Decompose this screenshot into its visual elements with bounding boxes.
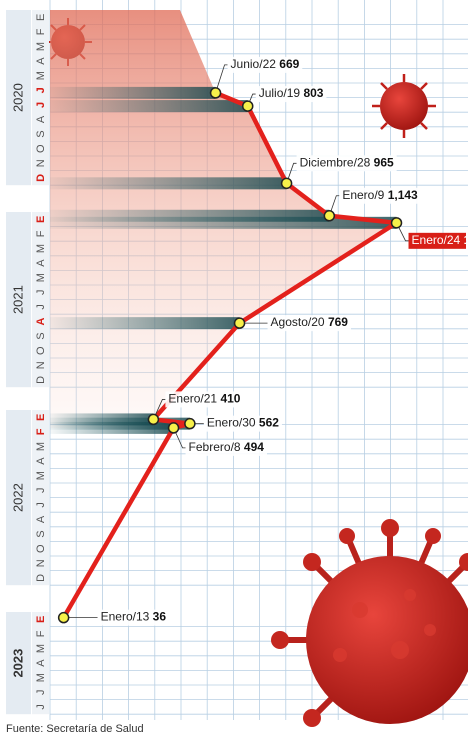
point-label: Febrero/8 494	[189, 440, 265, 454]
chart: 2020EFMAMJJASOND2021EFMAMJJASOND2022EFMA…	[0, 0, 468, 738]
month-label: F	[35, 630, 47, 637]
point	[243, 101, 253, 111]
month-label: N	[35, 361, 47, 369]
point	[185, 419, 195, 429]
time-axis: 2020EFMAMJJASOND2021EFMAMJJASOND2022EFMA…	[6, 10, 49, 714]
month-label: J	[35, 704, 47, 710]
value-label: 1,143	[388, 188, 418, 202]
point-label: Diciembre/28 965	[300, 155, 394, 169]
point-label: Agosto/20 769	[271, 315, 349, 329]
point	[235, 318, 245, 328]
point-date: Febrero/8	[189, 440, 241, 454]
value-label: 803	[303, 86, 323, 100]
point-date: Enero/21	[168, 392, 217, 406]
point-label: Julio/19 803	[259, 86, 324, 100]
month-label: E	[35, 216, 47, 223]
point-date: Julio/19	[259, 86, 301, 100]
point	[148, 414, 158, 424]
point-label: Enero/30 562	[207, 416, 279, 430]
month-label: O	[35, 544, 47, 553]
month-label: M	[35, 71, 47, 80]
month-label: M	[35, 673, 47, 682]
month-label: A	[35, 259, 47, 267]
month-label: D	[35, 174, 47, 182]
glow-bar	[50, 87, 216, 99]
value-label: 965	[374, 155, 394, 169]
point-date: Enero/9	[342, 188, 384, 202]
month-label: F	[35, 28, 47, 35]
month-label: M	[35, 442, 47, 451]
point	[169, 423, 179, 433]
month-label: E	[35, 14, 47, 21]
month-label: J	[35, 87, 47, 93]
value-label: 769	[328, 315, 348, 329]
glow-bar	[50, 177, 287, 189]
point-label: Enero/9 1,143	[342, 188, 418, 202]
point-date: Diciembre/28	[300, 155, 371, 169]
point	[324, 211, 334, 221]
month-label: N	[35, 159, 47, 167]
value-label: 494	[244, 440, 264, 454]
year-label: 2023	[10, 649, 25, 678]
month-label: E	[35, 616, 47, 623]
month-label: J	[35, 502, 47, 508]
point-label: Enero/21 410	[168, 392, 240, 406]
value-label: 562	[259, 416, 279, 430]
month-label: D	[35, 376, 47, 384]
month-label: A	[35, 515, 47, 523]
value-label: 669	[279, 57, 299, 71]
point	[392, 218, 402, 228]
point	[282, 178, 292, 188]
month-label: S	[35, 332, 47, 339]
month-label: A	[35, 659, 47, 667]
month-label: M	[35, 244, 47, 253]
month-label: J	[35, 488, 47, 494]
year-label: 2020	[10, 83, 25, 112]
month-label: M	[35, 471, 47, 480]
month-label: F	[35, 230, 47, 237]
month-label: J	[35, 102, 47, 108]
year-label: 2022	[10, 483, 25, 512]
month-label: M	[35, 42, 47, 51]
month-label: A	[35, 457, 47, 465]
month-block	[32, 212, 49, 387]
month-label: E	[35, 414, 47, 421]
month-label: N	[35, 559, 47, 567]
point	[211, 88, 221, 98]
month-label: S	[35, 130, 47, 137]
virus-icon	[372, 74, 436, 138]
source: Fuente: Secretaría de Salud	[6, 723, 144, 735]
month-block	[32, 410, 49, 585]
glow-bar	[50, 100, 248, 112]
point-date: Agosto/20	[271, 315, 325, 329]
month-label: S	[35, 530, 47, 537]
point-date: Enero/13	[101, 610, 150, 624]
month-label: J	[35, 690, 47, 696]
month-label: F	[35, 428, 47, 435]
value-label: 410	[220, 392, 240, 406]
month-label: M	[35, 644, 47, 653]
year-label: 2021	[10, 285, 25, 314]
point	[59, 613, 69, 623]
month-label: A	[35, 115, 47, 123]
month-label: O	[35, 144, 47, 153]
virus-illustration	[271, 519, 468, 727]
month-label: A	[35, 317, 47, 325]
month-label: D	[35, 574, 47, 582]
month-label: J	[35, 290, 47, 296]
month-label: M	[35, 273, 47, 282]
glow-bar	[50, 317, 240, 329]
value-label: 1,423	[464, 233, 468, 247]
point-label: Enero/24 1,423	[412, 233, 468, 247]
point-date: Junio/22	[231, 57, 277, 71]
point-label: Junio/22 669	[231, 57, 300, 71]
month-label: A	[35, 57, 47, 65]
point-date: Enero/30	[207, 416, 256, 430]
point-label: Enero/13 36	[101, 610, 167, 624]
month-label: O	[35, 346, 47, 355]
month-block	[32, 10, 49, 185]
value-label: 36	[153, 610, 167, 624]
month-label: J	[35, 304, 47, 310]
point-date: Enero/24	[412, 233, 461, 247]
